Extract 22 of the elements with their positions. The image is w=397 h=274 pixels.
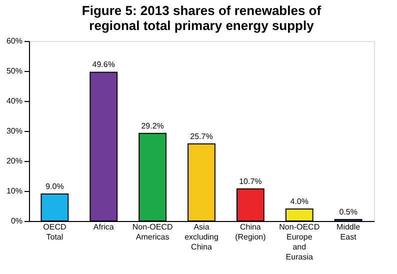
data-label: 10.7% [239, 176, 262, 186]
data-label: 25.7% [190, 132, 213, 141]
data-label: 49.6% [92, 60, 115, 70]
data-label: 0.5% [339, 208, 358, 216]
x-tick-label: China (Region) [235, 222, 266, 242]
x-tick-label: Non-OECD Europe and Eurasia [279, 222, 320, 262]
chart-title: Figure 5: 2013 shares of renewables of regional total primary energy supply [82, 3, 322, 33]
x-tick-label: Asia excluding China [184, 222, 218, 252]
x-tick-label: Middle East [336, 222, 361, 242]
data-label: 9.0% [46, 182, 64, 191]
y-tick-label: 10% [6, 186, 22, 196]
y-tick-label: 60% [6, 36, 22, 46]
y-tick-label: 40% [6, 96, 22, 106]
y-tick-label: 30% [6, 126, 22, 136]
x-tick-label: OECD Total [43, 222, 66, 242]
y-tick-label: 50% [6, 66, 22, 76]
data-label: 29.2% [141, 121, 164, 130]
y-tick-label: 20% [6, 156, 22, 166]
x-tick-label: Non-OECD Americas [132, 222, 174, 242]
data-label: 4.0% [290, 197, 308, 206]
y-tick-label: 0% [10, 216, 22, 226]
x-tick-label: Africa [93, 222, 114, 232]
